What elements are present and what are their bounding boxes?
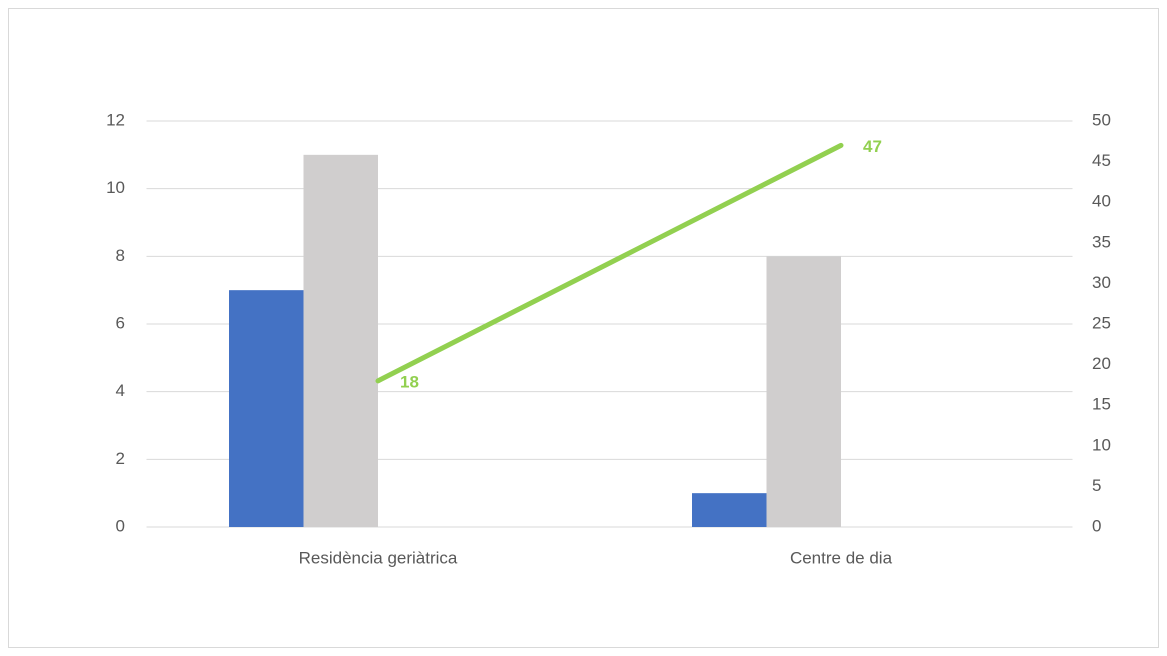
y-tick-label: 2 (116, 449, 125, 468)
y-tick-label: 6 (116, 313, 125, 332)
y-tick-label: 8 (116, 246, 125, 265)
y2-tick-label: 25 (1092, 313, 1111, 332)
chart-frame (8, 8, 1159, 648)
bar (229, 290, 304, 527)
y-tick-label: 12 (106, 110, 125, 129)
y2-tick-label: 35 (1092, 232, 1111, 251)
data-label: 18 (400, 372, 419, 391)
x-tick-label: Residència geriàtrica (299, 548, 458, 567)
line-series (375, 142, 844, 384)
y2-tick-label: 40 (1092, 192, 1111, 211)
bar (766, 256, 841, 527)
y2-tick-label: 20 (1092, 354, 1111, 373)
y2-tick-label: 50 (1092, 110, 1111, 129)
bar (303, 154, 378, 528)
x-tick-label: Centre de dia (790, 548, 893, 567)
y2-tick-label: 5 (1092, 476, 1101, 495)
y2-tick-label: 45 (1092, 151, 1111, 170)
y2-tick-label: 10 (1092, 435, 1111, 454)
y2-tick-label: 15 (1092, 395, 1111, 414)
bar (692, 493, 767, 527)
data-label: 47 (863, 137, 882, 156)
y-tick-label: 4 (116, 381, 125, 400)
y-tick-label: 10 (106, 178, 125, 197)
y2-tick-label: 0 (1092, 516, 1101, 535)
y-tick-label: 0 (116, 516, 125, 535)
y2-tick-label: 30 (1092, 273, 1111, 292)
